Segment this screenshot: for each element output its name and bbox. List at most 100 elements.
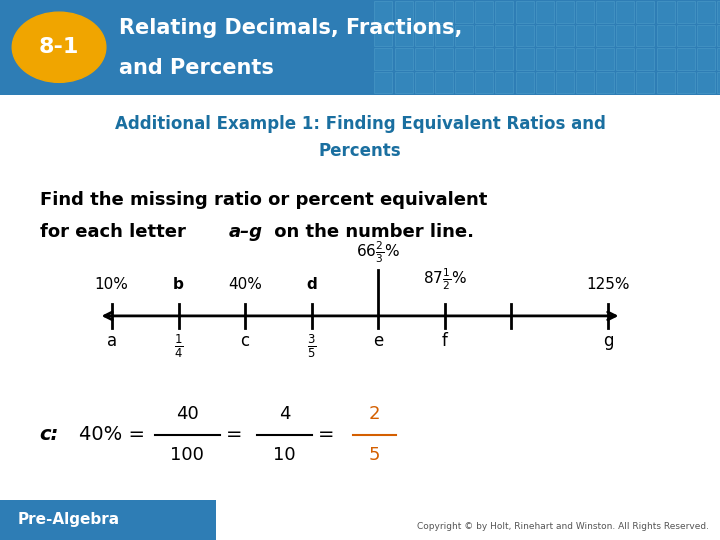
Text: g: g	[603, 332, 613, 350]
Bar	[495, 48, 513, 70]
Text: and Percents: and Percents	[119, 58, 274, 78]
Text: 100: 100	[170, 446, 204, 464]
Bar	[616, 25, 634, 46]
Bar	[435, 48, 453, 70]
Bar	[596, 25, 614, 46]
Bar	[677, 48, 695, 70]
Bar	[576, 25, 594, 46]
Bar	[677, 25, 695, 46]
Text: e: e	[373, 332, 383, 350]
Text: $66\frac{2}{3}$%: $66\frac{2}{3}$%	[356, 239, 400, 265]
Text: 10: 10	[273, 446, 296, 464]
Bar	[395, 72, 413, 93]
Bar	[395, 48, 413, 70]
Bar	[636, 48, 654, 70]
Bar	[697, 72, 715, 93]
Text: Relating Decimals, Fractions,: Relating Decimals, Fractions,	[119, 18, 462, 38]
Text: 8-1: 8-1	[39, 37, 79, 57]
Text: 2: 2	[369, 405, 380, 423]
Text: =: =	[226, 425, 242, 444]
Bar	[657, 1, 675, 23]
Bar	[596, 72, 614, 93]
Bar	[636, 25, 654, 46]
Text: $\frac{3}{5}$: $\frac{3}{5}$	[307, 332, 317, 360]
Bar	[717, 25, 720, 46]
Text: $87\frac{1}{2}$%: $87\frac{1}{2}$%	[423, 266, 467, 292]
Bar	[415, 1, 433, 23]
Bar	[556, 25, 574, 46]
Text: 4: 4	[279, 405, 290, 423]
Bar	[536, 72, 554, 93]
Bar	[395, 1, 413, 23]
Bar	[556, 72, 574, 93]
Bar	[516, 48, 534, 70]
Bar	[435, 1, 453, 23]
Bar	[536, 48, 554, 70]
Bar	[576, 48, 594, 70]
Text: a–g: a–g	[229, 223, 263, 241]
Bar	[374, 25, 392, 46]
Bar	[435, 25, 453, 46]
Text: c: c	[240, 332, 249, 350]
Bar	[0, 0, 720, 94]
Bar	[495, 1, 513, 23]
Text: $\frac{1}{4}$: $\frac{1}{4}$	[174, 332, 184, 360]
Bar	[516, 25, 534, 46]
Bar	[596, 1, 614, 23]
Text: 10%: 10%	[94, 276, 129, 292]
Text: 40: 40	[176, 405, 199, 423]
Text: c:: c:	[40, 425, 59, 444]
Bar	[636, 72, 654, 93]
Bar	[374, 1, 392, 23]
Bar	[455, 1, 473, 23]
Bar	[556, 48, 574, 70]
Bar	[475, 72, 493, 93]
Text: on the number line.: on the number line.	[268, 223, 474, 241]
Bar	[717, 1, 720, 23]
Bar	[616, 1, 634, 23]
Text: 5: 5	[369, 446, 380, 464]
Text: Pre-Algebra: Pre-Algebra	[18, 512, 120, 527]
Bar	[697, 1, 715, 23]
Text: a: a	[107, 332, 117, 350]
Text: 125%: 125%	[587, 276, 630, 292]
Bar	[475, 48, 493, 70]
Bar	[657, 48, 675, 70]
Bar	[556, 1, 574, 23]
Bar	[415, 72, 433, 93]
Text: b: b	[173, 276, 184, 292]
Text: Find the missing ratio or percent equivalent: Find the missing ratio or percent equiva…	[40, 191, 487, 209]
Circle shape	[12, 12, 106, 82]
Bar	[495, 25, 513, 46]
Bar	[657, 72, 675, 93]
Text: 40% =: 40% =	[79, 425, 145, 444]
Bar	[576, 1, 594, 23]
Text: 40%: 40%	[228, 276, 262, 292]
Bar	[616, 48, 634, 70]
Bar	[455, 72, 473, 93]
Bar	[697, 48, 715, 70]
Bar	[374, 48, 392, 70]
Text: Additional Example 1: Finding Equivalent Ratios and: Additional Example 1: Finding Equivalent…	[114, 115, 606, 133]
Bar	[636, 1, 654, 23]
Bar	[717, 72, 720, 93]
Bar	[536, 1, 554, 23]
Text: for each letter: for each letter	[40, 223, 192, 241]
Bar	[657, 25, 675, 46]
Text: Percents: Percents	[319, 142, 401, 160]
Text: =: =	[318, 425, 334, 444]
Bar	[616, 72, 634, 93]
Bar	[516, 1, 534, 23]
Bar	[415, 25, 433, 46]
Bar	[455, 25, 473, 46]
Text: f: f	[442, 332, 448, 350]
Bar	[435, 72, 453, 93]
Bar	[455, 48, 473, 70]
Bar	[596, 48, 614, 70]
Bar	[0, 500, 216, 540]
Bar	[536, 25, 554, 46]
Text: Copyright © by Holt, Rinehart and Winston. All Rights Reserved.: Copyright © by Holt, Rinehart and Winsto…	[417, 522, 709, 531]
Bar	[475, 25, 493, 46]
Bar	[677, 1, 695, 23]
Bar	[516, 72, 534, 93]
